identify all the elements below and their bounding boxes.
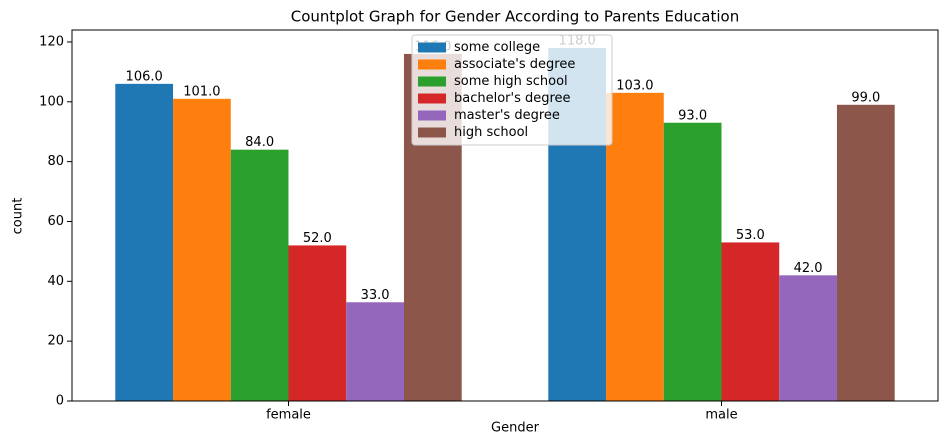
legend-label: some college	[454, 40, 540, 55]
x-tick-label: female	[266, 408, 311, 423]
y-tick-label: 60	[47, 214, 64, 229]
y-tick-label: 20	[47, 334, 64, 349]
value-label: 106.0	[126, 69, 163, 84]
legend-swatch	[418, 42, 446, 53]
y-tick-label: 80	[47, 154, 64, 169]
x-axis-label: Gender	[491, 421, 540, 436]
value-label: 52.0	[303, 231, 332, 246]
value-label: 101.0	[183, 84, 220, 99]
x-tick-label: male	[705, 408, 737, 423]
y-tick-label: 0	[56, 394, 64, 409]
legend-label: high school	[454, 125, 528, 140]
y-tick-label: 40	[47, 274, 64, 289]
bar	[836, 104, 895, 401]
value-label: 93.0	[678, 108, 707, 123]
bar	[606, 92, 664, 402]
value-label: 53.0	[736, 228, 765, 243]
legend-swatch	[418, 93, 446, 104]
y-tick-label: 100	[39, 94, 64, 109]
bar	[230, 149, 289, 401]
chart-title: Countplot Graph for Gender According to …	[291, 8, 739, 26]
bar	[346, 302, 404, 401]
legend-swatch	[418, 110, 446, 121]
bar	[779, 275, 837, 401]
legend-label: some high school	[454, 74, 568, 89]
legend-swatch	[418, 59, 446, 70]
value-label: 103.0	[616, 78, 653, 93]
legend-label: master's degree	[454, 108, 560, 123]
legend-swatch	[418, 76, 446, 87]
bar	[721, 242, 780, 401]
y-tick-label: 120	[39, 34, 64, 49]
bar	[288, 245, 347, 401]
y-axis-label: count	[11, 198, 26, 235]
bar	[663, 122, 722, 401]
legend: some college associate's degree some high …	[411, 34, 613, 146]
legend-label: bachelor's degree	[454, 91, 571, 106]
bar	[173, 98, 231, 401]
value-label: 33.0	[361, 288, 390, 303]
legend-swatch	[418, 127, 446, 138]
value-label: 42.0	[794, 261, 823, 276]
value-label: 84.0	[245, 135, 274, 150]
legend-box	[411, 34, 613, 146]
bar	[115, 83, 174, 402]
legend-label: associate's degree	[454, 57, 575, 72]
value-label: 99.0	[851, 90, 880, 105]
axes-frame	[71, 29, 939, 402]
